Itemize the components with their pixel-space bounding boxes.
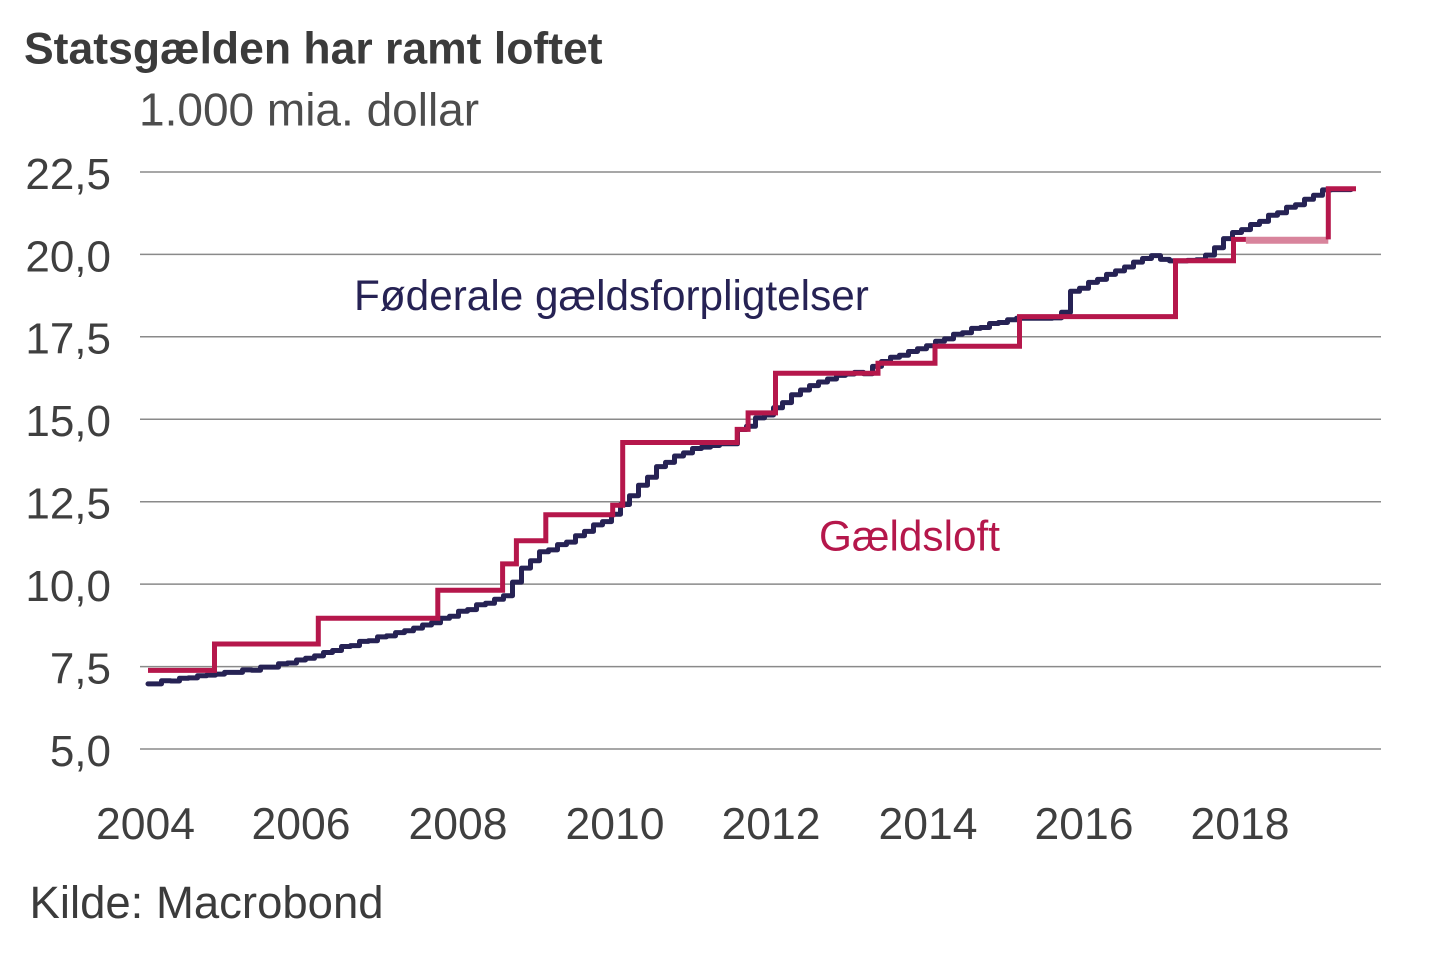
svg-text:2006: 2006 xyxy=(252,800,351,849)
svg-text:15,0: 15,0 xyxy=(25,397,111,446)
svg-text:1.000 mia. dollar: 1.000 mia. dollar xyxy=(139,84,479,136)
svg-text:2008: 2008 xyxy=(409,800,508,849)
svg-text:2016: 2016 xyxy=(1035,800,1134,849)
svg-text:2012: 2012 xyxy=(722,800,821,849)
svg-text:7,5: 7,5 xyxy=(50,644,111,693)
svg-text:Føderale gældsforpligtelser: Føderale gældsforpligtelser xyxy=(354,272,869,319)
svg-text:2010: 2010 xyxy=(566,800,665,849)
svg-text:2014: 2014 xyxy=(879,800,978,849)
svg-text:Kilde: Macrobond: Kilde: Macrobond xyxy=(30,877,384,928)
svg-text:Statsgælden har ramt loftet: Statsgælden har ramt loftet xyxy=(24,25,603,74)
svg-text:20,0: 20,0 xyxy=(25,232,111,281)
svg-text:2004: 2004 xyxy=(96,800,195,849)
svg-text:5,0: 5,0 xyxy=(50,727,111,776)
svg-text:10,0: 10,0 xyxy=(25,562,111,611)
svg-text:Gældsloft: Gældsloft xyxy=(819,513,1000,560)
svg-text:2018: 2018 xyxy=(1191,800,1290,849)
svg-text:12,5: 12,5 xyxy=(25,480,111,529)
svg-text:17,5: 17,5 xyxy=(25,315,111,364)
svg-text:22,5: 22,5 xyxy=(25,150,111,199)
